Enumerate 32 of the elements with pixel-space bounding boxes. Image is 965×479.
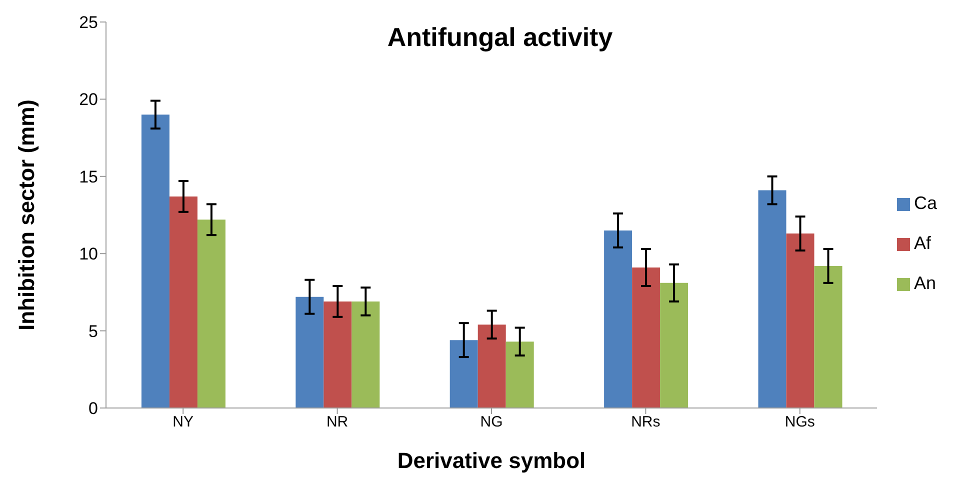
bar [324, 301, 352, 408]
x-tick-label: NY [172, 414, 194, 431]
x-tick-label: NR [326, 414, 348, 431]
y-tick-label: 15 [79, 167, 98, 186]
y-tick-label: 10 [79, 244, 98, 264]
y-tick-label: 25 [79, 13, 98, 32]
legend-label: Ca [914, 193, 937, 213]
bar [478, 324, 506, 408]
x-tick-label: NRs [631, 414, 660, 431]
bar [352, 301, 380, 408]
bar [758, 190, 786, 408]
x-axis-title: Derivative symbol [397, 448, 586, 473]
bar [604, 230, 632, 408]
x-tick-label: NGs [784, 414, 815, 431]
y-axis-title: Inhibition sector (mm) [14, 100, 39, 330]
legend-label: Af [914, 233, 931, 253]
legend-label: An [914, 273, 936, 293]
x-tick-label: NG [480, 414, 503, 431]
bar [296, 296, 324, 408]
bar [786, 234, 814, 408]
bar [141, 114, 170, 408]
y-tick-label: 0 [88, 399, 98, 418]
bar [450, 340, 478, 408]
bar [632, 267, 660, 408]
chart-title: Antifungal activity [386, 22, 614, 53]
y-tick-label: 20 [79, 90, 98, 110]
bar [506, 342, 534, 408]
bar [660, 282, 688, 408]
bar [814, 266, 842, 408]
y-tick-label: 5 [88, 322, 98, 341]
bar [169, 196, 198, 408]
bar [197, 220, 226, 408]
